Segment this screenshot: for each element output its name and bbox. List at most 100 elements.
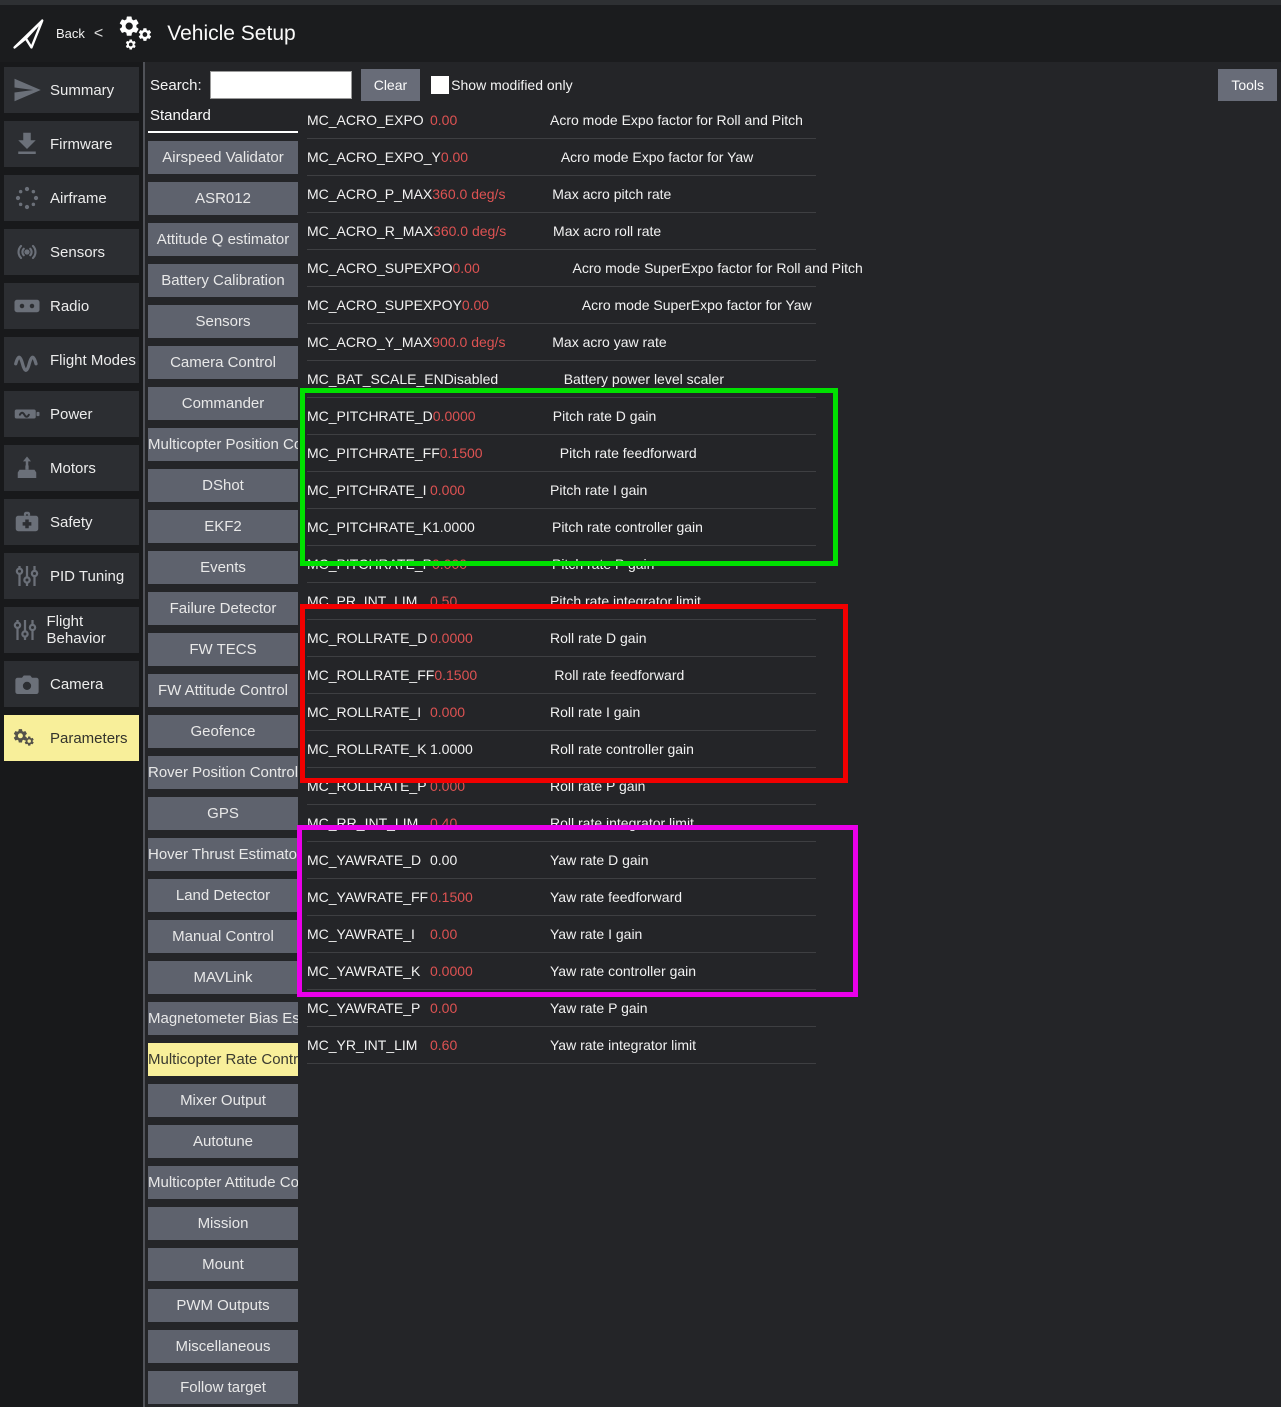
category-button-fw-tecs[interactable]: FW TECS bbox=[148, 633, 298, 666]
category-button-airspeed-validator[interactable]: Airspeed Validator bbox=[148, 141, 298, 174]
param-value: 0.00 bbox=[430, 852, 458, 868]
category-button-asr012[interactable]: ASR012 bbox=[148, 182, 298, 215]
param-row-mc-yawrate-ff[interactable]: MC_YAWRATE_FF 0.1500 Yaw rate feedforwar… bbox=[307, 879, 816, 916]
param-row-mc-rollrate-k[interactable]: MC_ROLLRATE_K 1.0000 Roll rate controlle… bbox=[307, 731, 816, 768]
category-button-mavlink[interactable]: MAVLink bbox=[148, 961, 298, 994]
param-row-mc-pitchrate-d[interactable]: MC_PITCHRATE_D 0.0000 Pitch rate D gain bbox=[307, 398, 816, 435]
category-button-camera-control[interactable]: Camera Control bbox=[148, 346, 298, 379]
sidebar-item-pid-tuning[interactable]: PID Tuning bbox=[4, 553, 139, 599]
param-row-mc-yawrate-p[interactable]: MC_YAWRATE_P 0.00 Yaw rate P gain bbox=[307, 990, 816, 1027]
search-label: Search: bbox=[150, 76, 202, 94]
sidebar-item-parameters[interactable]: Parameters bbox=[4, 715, 139, 761]
param-row-mc-acro-supexpo[interactable]: MC_ACRO_SUPEXPO 0.00 Acro mode SuperExpo… bbox=[307, 250, 863, 287]
sidebar-item-motors[interactable]: Motors bbox=[4, 445, 139, 491]
sidebar-item-firmware[interactable]: Firmware bbox=[4, 121, 139, 167]
sidebar-item-camera[interactable]: Camera bbox=[4, 661, 139, 707]
category-button-autotune[interactable]: Autotune bbox=[148, 1125, 298, 1158]
category-button-land-detector[interactable]: Land Detector bbox=[148, 879, 298, 912]
param-row-mc-pitchrate-p[interactable]: MC_PITCHRATE_P 0.000 Pitch rate P gain bbox=[307, 546, 816, 583]
param-row-mc-acro-r-max[interactable]: MC_ACRO_R_MAX 360.0 deg/s Max acro roll … bbox=[307, 213, 816, 250]
param-row-mc-rollrate-p[interactable]: MC_ROLLRATE_P 0.000 Roll rate P gain bbox=[307, 768, 816, 805]
category-button-rover-position-control[interactable]: Rover Position Control bbox=[148, 756, 298, 789]
show-modified-checkbox[interactable] bbox=[431, 76, 450, 94]
sidebar-item-flight-modes[interactable]: Flight Modes bbox=[4, 337, 139, 383]
category-button-geofence[interactable]: Geofence bbox=[148, 715, 298, 748]
category-button-follow-target[interactable]: Follow target bbox=[148, 1371, 298, 1404]
category-button-battery-calibration[interactable]: Battery Calibration bbox=[148, 264, 298, 297]
category-button-attitude-q-estimator[interactable]: Attitude Q estimator bbox=[148, 223, 298, 256]
back-button[interactable]: Back bbox=[56, 26, 85, 41]
sidebar-item-summary[interactable]: Summary bbox=[4, 67, 139, 113]
param-row-mc-acro-expo[interactable]: MC_ACRO_EXPO 0.00 Acro mode Expo factor … bbox=[307, 102, 816, 139]
category-button-pwm-outputs[interactable]: PWM Outputs bbox=[148, 1289, 298, 1322]
param-row-mc-acro-expo-y[interactable]: MC_ACRO_EXPO_Y 0.00 Acro mode Expo facto… bbox=[307, 139, 816, 176]
category-button-mount[interactable]: Mount bbox=[148, 1248, 298, 1281]
airframe-icon bbox=[4, 183, 50, 213]
category-button-ekf2[interactable]: EKF2 bbox=[148, 510, 298, 543]
param-row-mc-acro-supexpoy[interactable]: MC_ACRO_SUPEXPOY 0.00 Acro mode SuperExp… bbox=[307, 287, 816, 324]
param-row-mc-yawrate-k[interactable]: MC_YAWRATE_K 0.0000 Yaw rate controller … bbox=[307, 953, 816, 990]
sidebar-item-flight-behavior[interactable]: Flight Behavior bbox=[4, 607, 139, 653]
category-button-magnetometer-bias-estimator[interactable]: Magnetometer Bias Estimator bbox=[148, 1002, 298, 1035]
category-button-dshot[interactable]: DShot bbox=[148, 469, 298, 502]
category-button-fw-attitude-control[interactable]: FW Attitude Control bbox=[148, 674, 298, 707]
category-button-failure-detector[interactable]: Failure Detector bbox=[148, 592, 298, 625]
param-name: MC_YAWRATE_I bbox=[307, 926, 415, 942]
param-name: MC_PITCHRATE_K bbox=[307, 519, 432, 535]
param-row-mc-yawrate-i[interactable]: MC_YAWRATE_I 0.00 Yaw rate I gain bbox=[307, 916, 816, 953]
sidebar-item-radio[interactable]: Radio bbox=[4, 283, 139, 329]
sidebar-item-power[interactable]: Power bbox=[4, 391, 139, 437]
sidebar-item-airframe[interactable]: Airframe bbox=[4, 175, 139, 221]
param-name: MC_ROLLRATE_P bbox=[307, 778, 427, 794]
category-button-mixer-output[interactable]: Mixer Output bbox=[148, 1084, 298, 1117]
param-description: Battery power level scaler bbox=[563, 371, 724, 387]
param-name: MC_ROLLRATE_I bbox=[307, 704, 422, 720]
param-value: 0.0000 bbox=[430, 630, 473, 646]
param-row-mc-pitchrate-k[interactable]: MC_PITCHRATE_K 1.0000 Pitch rate control… bbox=[307, 509, 816, 546]
param-row-mc-pitchrate-ff[interactable]: MC_PITCHRATE_FF 0.1500 Pitch rate feedfo… bbox=[307, 435, 816, 472]
category-button-hover-thrust-estimator[interactable]: Hover Thrust Estimator bbox=[148, 838, 298, 871]
category-button-multicopter-position-control[interactable]: Multicopter Position Control bbox=[148, 428, 298, 461]
category-column: Standard Airspeed Validator ASR012 Attit… bbox=[148, 104, 298, 1404]
param-row-mc-rr-int-lim[interactable]: MC_RR_INT_LIM 0.40 Roll rate integrator … bbox=[307, 805, 816, 842]
search-input[interactable] bbox=[209, 71, 352, 99]
category-button-gps[interactable]: GPS bbox=[148, 797, 298, 830]
tools-button[interactable]: Tools bbox=[1218, 69, 1277, 101]
param-name: MC_ROLLRATE_FF bbox=[307, 667, 435, 683]
param-row-mc-yawrate-d[interactable]: MC_YAWRATE_D 0.00 Yaw rate D gain bbox=[307, 842, 816, 879]
param-row-mc-rollrate-i[interactable]: MC_ROLLRATE_I 0.000 Roll rate I gain bbox=[307, 694, 816, 731]
param-name: MC_ACRO_SUPEXPOY bbox=[307, 297, 462, 313]
clear-button[interactable]: Clear bbox=[360, 69, 421, 101]
category-button-mission[interactable]: Mission bbox=[148, 1207, 298, 1240]
param-value: 0.00 bbox=[430, 926, 458, 942]
category-button-commander[interactable]: Commander bbox=[148, 387, 298, 420]
param-row-mc-acro-p-max[interactable]: MC_ACRO_P_MAX 360.0 deg/s Max acro pitch… bbox=[307, 176, 816, 213]
sidebar: Summary Firmware Airframe Sensors Radio bbox=[0, 62, 143, 1407]
param-row-mc-pitchrate-i[interactable]: MC_PITCHRATE_I 0.000 Pitch rate I gain bbox=[307, 472, 816, 509]
vehicle-setup-gears-icon bbox=[120, 15, 152, 50]
param-description: Yaw rate D gain bbox=[550, 852, 649, 868]
category-button-events[interactable]: Events bbox=[148, 551, 298, 584]
show-modified-label: Show modified only bbox=[451, 77, 573, 93]
page-title: Vehicle Setup bbox=[167, 21, 296, 45]
param-row-mc-acro-y-max[interactable]: MC_ACRO_Y_MAX 900.0 deg/s Max acro yaw r… bbox=[307, 324, 816, 361]
param-description: Pitch rate P gain bbox=[551, 556, 655, 572]
sidebar-item-label: Airframe bbox=[50, 189, 107, 207]
sidebar-item-label: Flight Modes bbox=[50, 351, 136, 369]
param-row-mc-yr-int-lim[interactable]: MC_YR_INT_LIM 0.60 Yaw rate integrator l… bbox=[307, 1027, 816, 1064]
category-button-miscellaneous[interactable]: Miscellaneous bbox=[148, 1330, 298, 1363]
param-row-mc-bat-scale-en[interactable]: MC_BAT_SCALE_EN Disabled Battery power l… bbox=[307, 361, 816, 398]
category-button-multicopter-rate-control[interactable]: Multicopter Rate Control bbox=[148, 1043, 298, 1076]
param-name: MC_YR_INT_LIM bbox=[307, 1037, 418, 1053]
param-row-mc-rollrate-d[interactable]: MC_ROLLRATE_D 0.0000 Roll rate D gain bbox=[307, 620, 816, 657]
param-row-mc-rollrate-ff[interactable]: MC_ROLLRATE_FF 0.1500 Roll rate feedforw… bbox=[307, 657, 816, 694]
category-button-multicopter-attitude-control[interactable]: Multicopter Attitude Control bbox=[148, 1166, 298, 1199]
category-button-sensors[interactable]: Sensors bbox=[148, 305, 298, 338]
param-description: Pitch rate I gain bbox=[550, 482, 648, 498]
sidebar-item-sensors[interactable]: Sensors bbox=[4, 229, 139, 275]
category-button-manual-control[interactable]: Manual Control bbox=[148, 920, 298, 953]
param-row-mc-pr-int-lim[interactable]: MC_PR_INT_LIM 0.50 Pitch rate integrator… bbox=[307, 583, 816, 620]
sidebar-item-label: Sensors bbox=[50, 243, 106, 261]
sidebar-item-safety[interactable]: Safety bbox=[4, 499, 139, 545]
param-name: MC_ACRO_EXPO bbox=[307, 112, 424, 128]
